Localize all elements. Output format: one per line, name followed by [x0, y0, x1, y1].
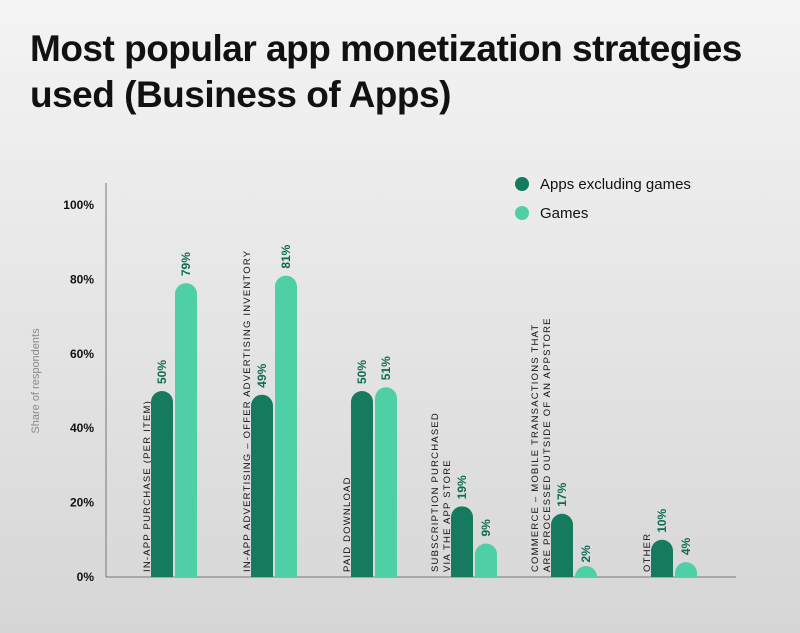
category-label: COMMERCE – MOBILE TRANSACTIONS THAT — [530, 324, 541, 572]
y-tick-label: 20% — [70, 496, 94, 510]
bar-games — [275, 275, 297, 577]
category-label: SUBSCRIPTION PURCHASED — [430, 412, 441, 572]
data-label: 19% — [455, 475, 469, 499]
y-tick-label: 100% — [63, 198, 94, 212]
category-label: PAID DOWNLOAD — [342, 476, 353, 572]
y-tick-label: 0% — [77, 570, 95, 584]
legend-marker — [515, 177, 529, 191]
bar-games — [475, 543, 497, 577]
bar-apps-excluding-games — [351, 391, 373, 577]
y-axis-label: Share of respondents — [30, 328, 42, 434]
category-label: ARE PROCESSED OUTSIDE OF AN APPSTORE — [542, 317, 553, 572]
category-label: IN-APP ADVERTISING – OFFER ADVERTISING I… — [242, 250, 253, 572]
bar-games — [575, 566, 597, 577]
data-label: 50% — [355, 360, 369, 384]
legend-marker — [515, 206, 529, 220]
bar-apps-excluding-games — [451, 506, 473, 577]
category-label: IN-APP PURCHASE (PER ITEM) — [142, 400, 153, 572]
data-label: 50% — [155, 360, 169, 384]
bar-apps-excluding-games — [551, 513, 573, 577]
bar-games — [375, 387, 397, 577]
y-tick-label: 80% — [70, 272, 94, 286]
bar-apps-excluding-games — [251, 394, 273, 577]
data-label: 10% — [655, 508, 669, 532]
y-tick-label: 40% — [70, 421, 94, 435]
data-label: 2% — [579, 545, 593, 563]
bar-games — [175, 283, 197, 577]
y-tick-label: 60% — [70, 347, 94, 361]
legend-label: Apps excluding games — [540, 176, 691, 193]
category-label: OTHER — [642, 533, 653, 572]
data-label: 79% — [179, 252, 193, 276]
bar-apps-excluding-games — [651, 539, 673, 577]
data-label: 4% — [679, 537, 693, 555]
chart-title: Most popular app monetization strategies… — [30, 28, 742, 116]
data-label: 9% — [479, 519, 493, 537]
data-label: 49% — [255, 363, 269, 387]
category-label: VIA THE APP STORE — [442, 459, 453, 572]
bar-games — [675, 562, 698, 577]
data-label: 51% — [379, 356, 393, 380]
data-label: 81% — [279, 244, 293, 268]
data-label: 17% — [555, 482, 569, 506]
legend-label: Games — [540, 205, 588, 222]
bar-apps-excluding-games — [151, 391, 173, 577]
